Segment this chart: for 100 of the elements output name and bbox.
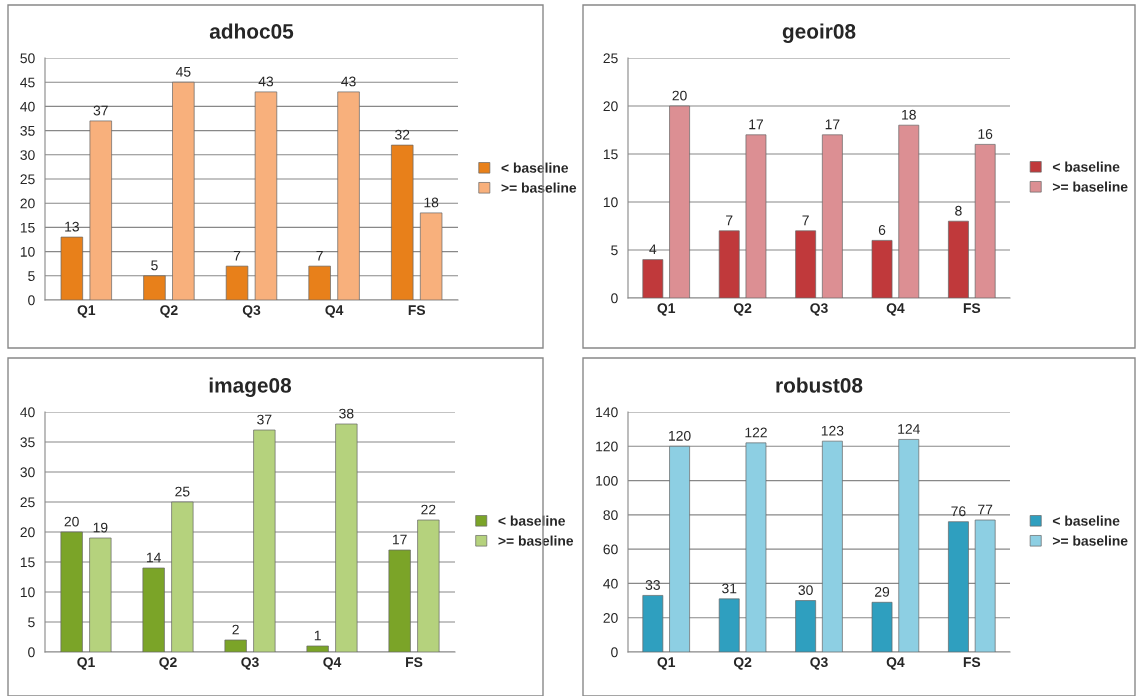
y-tick-label: 5 [28,271,35,281]
bar [337,91,360,300]
bar [669,445,690,652]
chart-title: image08 [209,377,292,397]
y-tick-label: 40 [20,407,35,418]
data-label: 20 [64,516,79,527]
x-tick-label: FS [408,305,426,316]
bar [391,144,414,300]
legend-label: < baseline [1052,161,1120,172]
bar [388,549,411,652]
data-label: 43 [341,76,356,87]
bar [142,567,165,652]
legend-label: >= baseline [498,535,574,546]
data-label: 7 [233,250,241,261]
data-label: 32 [395,129,410,140]
data-label: 17 [749,119,763,130]
x-tick-label: Q1 [657,657,676,670]
y-tick-label: 20 [603,613,618,623]
y-tick-label: 100 [596,475,618,486]
x-tick-label: Q2 [160,305,178,318]
y-tick-label: 50 [20,53,35,64]
legend-label: < baseline [498,515,565,526]
data-label: 30 [798,585,813,596]
data-label: 20 [672,90,687,101]
data-label: 29 [875,586,890,597]
y-tick-label: 120 [596,441,618,452]
y-tick-label: 140 [596,407,618,418]
legend-label: >= baseline [1052,181,1128,192]
y-tick-label: 20 [20,198,35,209]
data-label: 33 [645,580,660,590]
data-label: 13 [65,221,79,232]
data-label: 16 [978,129,993,139]
x-tick-label: Q2 [159,657,177,670]
y-tick-label: 5 [28,617,35,628]
y-tick-label: 35 [20,125,35,136]
x-tick-label: Q3 [810,303,828,316]
y-tick-label: 15 [20,557,35,568]
y-tick-label: 5 [611,245,618,256]
y-tick-label: 80 [603,510,618,521]
data-label: 4 [649,244,657,254]
bar [974,144,996,298]
y-tick-label: 20 [20,527,35,538]
data-label: 45 [175,66,191,77]
legend-label: < baseline [1052,515,1120,526]
y-tick-label: 60 [603,544,618,555]
data-label: 8 [955,205,962,216]
y-tick-label: 10 [603,197,618,208]
data-label: 25 [175,486,190,497]
bar [948,521,969,652]
y-tick-label: 30 [20,467,35,478]
data-label: 18 [424,197,439,208]
y-tick-label: 35 [20,437,35,448]
data-label: 120 [669,430,691,441]
x-tick-label: Q4 [323,657,342,670]
x-tick-label: Q1 [657,303,676,316]
bar [718,230,740,298]
bar [871,240,893,298]
data-label: 17 [392,534,407,545]
data-label: 2 [232,624,239,635]
legend-label: < baseline [501,162,569,173]
data-label: 6 [878,225,886,235]
bar [948,220,969,298]
y-tick-label: 30 [20,150,35,160]
bar [172,81,195,300]
chart-title: geoir08 [782,23,856,43]
bar [143,275,166,300]
bar [898,124,920,298]
y-tick-label: 0 [611,647,618,658]
x-tick-label: Q3 [241,657,259,670]
x-tick-label: FS [406,657,423,668]
data-label: 123 [821,425,844,436]
bar [254,91,278,300]
y-tick-label: 45 [20,77,35,88]
data-label: 76 [951,506,966,517]
y-tick-label: 20 [603,101,618,112]
x-tick-label: Q2 [733,303,752,316]
data-label: 17 [825,119,840,130]
data-label: 7 [316,250,323,261]
bar [89,537,112,652]
bar [224,639,247,652]
x-tick-label: FS [963,657,981,668]
data-label: 22 [421,504,436,515]
y-tick-label: 10 [20,246,35,257]
x-tick-label: Q1 [77,657,95,670]
chart-title: robust08 [776,377,863,393]
data-label: 124 [898,424,920,434]
x-tick-label: FS [963,303,981,314]
bar [225,265,249,300]
data-label: 18 [902,109,916,120]
x-tick-label: Q4 [886,303,905,316]
bar [745,134,767,298]
y-tick-label: 15 [603,149,618,160]
bar [718,598,740,652]
bar [171,501,194,652]
data-label: 38 [339,408,354,419]
bar [253,429,276,652]
data-label: 1 [314,630,321,641]
data-label: 37 [93,105,108,116]
y-tick-label: 10 [20,587,35,598]
y-tick-label: 0 [611,293,618,304]
